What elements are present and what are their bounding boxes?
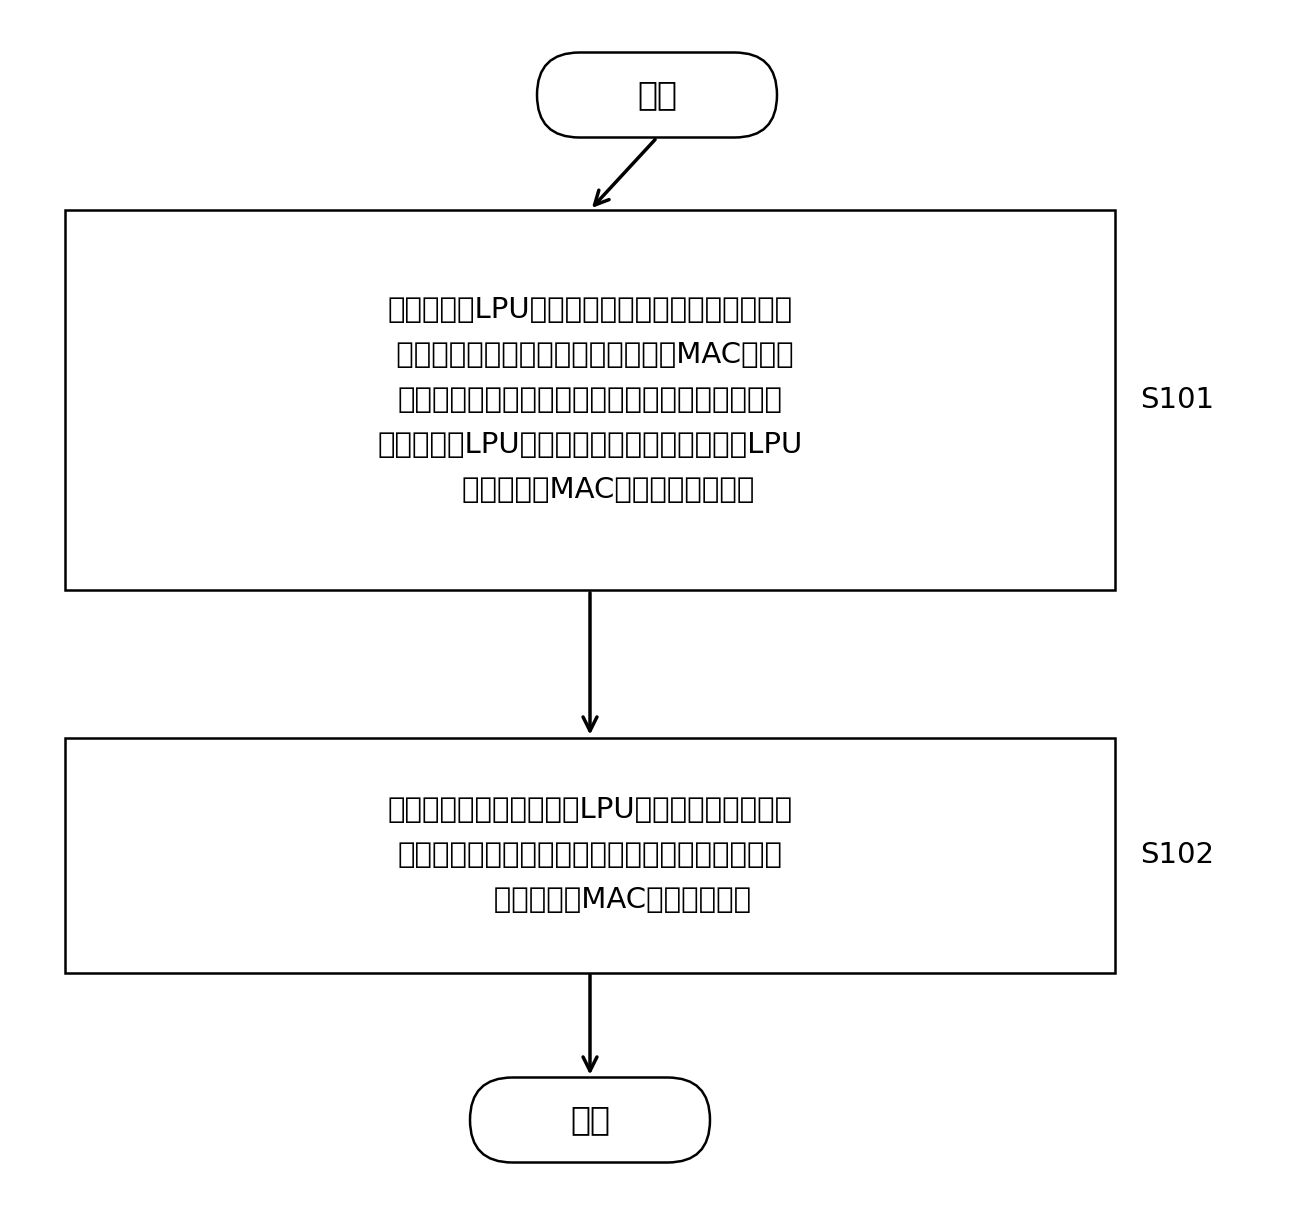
Text: S101: S101 — [1140, 387, 1214, 414]
Text: 分布式设备的聚合链路学习到的预设MAC地址的: 分布式设备的聚合链路学习到的预设MAC地址的 — [387, 341, 793, 368]
Text: 地址老化信息，则将地址老化信息同步至分布式设: 地址老化信息，则将地址老化信息同步至分布式设 — [397, 387, 782, 414]
FancyBboxPatch shape — [469, 1078, 710, 1162]
Text: S102: S102 — [1140, 841, 1214, 869]
Text: 写入的预设MAC地址进行删除: 写入的预设MAC地址进行删除 — [429, 887, 751, 914]
FancyBboxPatch shape — [537, 52, 777, 138]
Text: 备中的其他LPU卡，以使分布式设备中的其他LPU: 备中的其他LPU卡，以使分布式设备中的其他LPU — [377, 431, 802, 459]
Text: 结束: 结束 — [569, 1103, 610, 1137]
Text: 开始: 开始 — [636, 79, 677, 111]
Text: 卡按照预设MAC地址查询命中标记: 卡按照预设MAC地址查询命中标记 — [425, 476, 755, 505]
FancyBboxPatch shape — [64, 210, 1115, 590]
Text: 若自身为源LPU卡、且接收到交换芯片发送的针对: 若自身为源LPU卡、且接收到交换芯片发送的针对 — [388, 296, 793, 324]
FancyBboxPatch shape — [64, 738, 1115, 972]
Text: 根据分布式设备中的其他LPU卡返回的命中标记信: 根据分布式设备中的其他LPU卡返回的命中标记信 — [388, 796, 793, 824]
Text: 息，确定是否从交换芯片中将自身以动态老化方式: 息，确定是否从交换芯片中将自身以动态老化方式 — [397, 841, 782, 869]
